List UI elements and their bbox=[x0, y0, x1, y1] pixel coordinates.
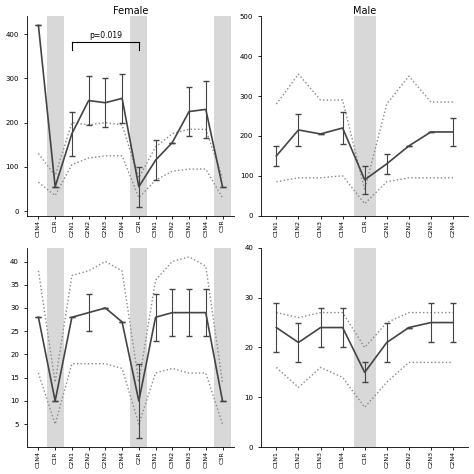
Text: p=0.019: p=0.019 bbox=[89, 31, 122, 40]
Bar bbox=[354, 248, 376, 447]
Title: Male: Male bbox=[353, 6, 376, 16]
Bar bbox=[47, 16, 64, 216]
Bar bbox=[130, 16, 147, 216]
Bar bbox=[47, 248, 64, 447]
Title: Female: Female bbox=[113, 6, 148, 16]
Bar bbox=[354, 16, 376, 216]
Bar bbox=[130, 248, 147, 447]
Bar bbox=[214, 16, 231, 216]
Bar bbox=[214, 248, 231, 447]
